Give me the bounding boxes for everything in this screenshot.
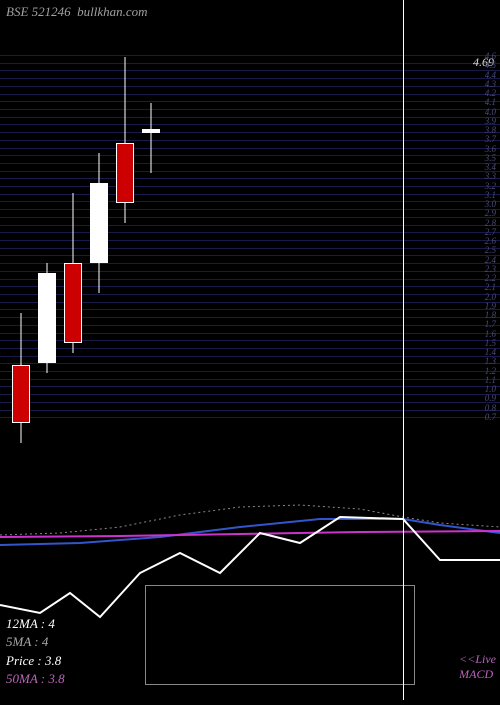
ma-info-row: 5MA : 4 bbox=[6, 633, 65, 651]
macd-label: <<Live MACD bbox=[459, 652, 496, 682]
source-label: bullkhan.com bbox=[77, 4, 147, 19]
candle bbox=[38, 25, 56, 465]
candle bbox=[64, 25, 82, 465]
indicator-line-dotted bbox=[0, 505, 500, 535]
chart-header: BSE 521246 bullkhan.com bbox=[6, 4, 148, 20]
candle bbox=[116, 25, 134, 465]
candle bbox=[142, 25, 160, 465]
ma-info-row: Price : 3.8 bbox=[6, 652, 65, 670]
indicator-box bbox=[145, 585, 415, 685]
ma-info-row: 12MA : 4 bbox=[6, 615, 65, 633]
ma-info-row: 50MA : 3.8 bbox=[6, 670, 65, 688]
macd-live-text: <<Live bbox=[459, 652, 496, 667]
symbol-label: 521246 bbox=[32, 4, 71, 19]
price-axis-label: 0.7 bbox=[485, 412, 496, 422]
candle bbox=[90, 25, 108, 465]
candle bbox=[12, 25, 30, 465]
exchange-label: BSE bbox=[6, 4, 28, 19]
crosshair-vertical bbox=[403, 0, 404, 700]
candlestick-panel[interactable]: 4.69 4.64.54.44.34.24.14.03.93.83.73.63.… bbox=[0, 25, 500, 465]
macd-text: MACD bbox=[459, 667, 496, 682]
candle-container bbox=[0, 25, 500, 465]
ma-info-block: 12MA : 45MA : 4Price : 3.850MA : 3.8 bbox=[6, 615, 65, 688]
macd-panel[interactable]: <<Live MACD 12MA : 45MA : 4Price : 3.850… bbox=[0, 465, 500, 700]
